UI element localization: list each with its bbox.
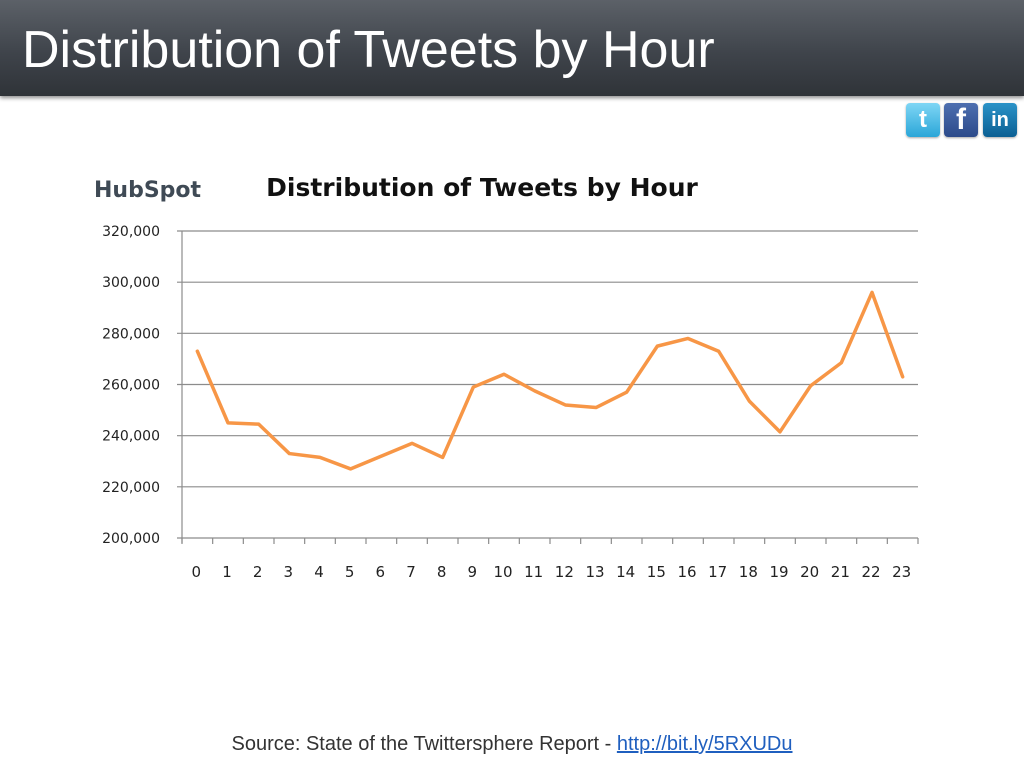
- data-point: [502, 373, 506, 376]
- data-point: [840, 361, 843, 364]
- x-tick-label: 11: [524, 563, 543, 581]
- data-point: [380, 454, 383, 458]
- data-point: [226, 421, 230, 425]
- data-point: [870, 291, 874, 294]
- x-tick-label: 0: [192, 563, 202, 581]
- data-point: [564, 403, 567, 407]
- slide-title-bar: Distribution of Tweets by Hour: [0, 0, 1024, 96]
- source-link[interactable]: http://bit.ly/5RXUDu: [616, 733, 793, 755]
- data-point: [717, 350, 720, 353]
- y-tick-label: 280,000: [102, 326, 160, 342]
- data-point: [625, 390, 628, 394]
- x-tick-label: 18: [739, 563, 758, 581]
- x-tick-label: 1: [222, 563, 232, 581]
- gridlines: [177, 230, 918, 539]
- x-tick-label: 8: [437, 563, 447, 581]
- data-point: [901, 375, 904, 379]
- y-tick-label: 320,000: [102, 224, 160, 240]
- x-tick-label: 21: [831, 563, 850, 581]
- facebook-glyph: f: [956, 103, 966, 136]
- x-tick-label: 16: [677, 563, 696, 581]
- x-axis-ticks: 0 1 2 3 4 5 6 7 8 9 10 11 12 13 14 15 16 17 18 19 20 21 22 23: [192, 563, 912, 581]
- slide-title: Distribution of Tweets by Hour: [22, 21, 715, 79]
- linkedin-icon[interactable]: in: [983, 103, 1017, 137]
- data-point: [748, 399, 751, 403]
- linkedin-glyph: in: [991, 109, 1009, 131]
- chart-container: HubSpot Distribution of Tweets by Hour 2…: [80, 155, 940, 595]
- x-tick-label: 4: [314, 563, 324, 581]
- twitter-glyph: t: [919, 106, 927, 133]
- data-point: [288, 452, 291, 455]
- data-point: [318, 456, 322, 459]
- x-tick-label: 19: [769, 563, 788, 581]
- data-point: [441, 456, 444, 459]
- data-point: [533, 389, 536, 393]
- x-tick-label: 13: [585, 563, 604, 581]
- data-point: [778, 430, 782, 434]
- x-tick-label: 10: [493, 563, 512, 581]
- x-tick-label: 20: [800, 563, 819, 581]
- x-tick-label: 5: [345, 563, 355, 581]
- x-axis: [181, 231, 919, 544]
- source-text: Source: State of the Twittersphere Repor…: [231, 733, 617, 755]
- x-tick-label: 23: [892, 563, 911, 581]
- data-point: [656, 344, 659, 348]
- tweets-by-hour-chart: HubSpot Distribution of Tweets by Hour 2…: [94, 173, 919, 581]
- data-point: [472, 385, 475, 389]
- y-tick-label: 240,000: [102, 429, 160, 445]
- x-tick-label: 2: [253, 563, 263, 581]
- x-tick-label: 6: [376, 563, 386, 581]
- x-tick-label: 22: [861, 563, 880, 581]
- data-point: [410, 442, 414, 445]
- y-axis-ticks: 200,000 220,000 240,000 260,000 280,000 300,0…: [102, 224, 160, 547]
- x-tick-label: 9: [468, 563, 478, 581]
- x-tick-label: 3: [284, 563, 294, 581]
- chart-title: Distribution of Tweets by Hour: [266, 173, 698, 202]
- x-tick-label: 14: [616, 563, 635, 581]
- data-point: [686, 337, 690, 340]
- hubspot-logo: HubSpot: [94, 178, 202, 203]
- data-point: [257, 422, 260, 426]
- facebook-icon[interactable]: f: [944, 103, 978, 137]
- y-tick-label: 220,000: [102, 480, 160, 496]
- y-tick-label: 200,000: [102, 531, 160, 547]
- y-tick-label: 260,000: [102, 378, 160, 394]
- source-citation: Source: State of the Twittersphere Repor…: [0, 733, 1024, 756]
- x-tick-label: 17: [708, 563, 727, 581]
- x-tick-label: 12: [555, 563, 574, 581]
- x-tick-label: 15: [647, 563, 666, 581]
- y-tick-label: 300,000: [102, 275, 160, 291]
- data-point: [594, 406, 598, 409]
- series-layer: [195, 290, 905, 471]
- data-point: [809, 384, 812, 387]
- data-point: [196, 350, 199, 353]
- x-tick-label: 7: [406, 563, 416, 581]
- hubspot-logo-text: HubSpot: [94, 178, 202, 203]
- data-point: [349, 467, 352, 471]
- twitter-icon[interactable]: t: [906, 103, 940, 137]
- series-line-tweets: [195, 290, 905, 471]
